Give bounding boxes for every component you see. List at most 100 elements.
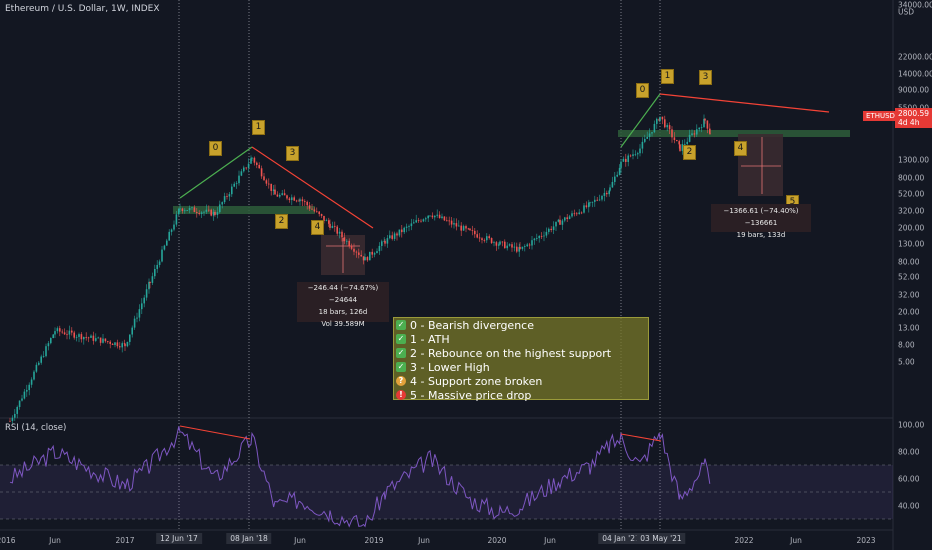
candle-body bbox=[668, 125, 671, 130]
price-tick: 130.00 bbox=[898, 239, 925, 249]
time-tick: Jun bbox=[294, 536, 306, 545]
check-icon: ✓ bbox=[396, 362, 406, 372]
candle-body bbox=[490, 238, 493, 244]
candle-body bbox=[704, 118, 706, 121]
candle-body bbox=[531, 240, 533, 246]
check-icon: ✓ bbox=[396, 320, 406, 330]
candle-body bbox=[148, 281, 150, 290]
candle-body bbox=[639, 148, 641, 154]
measure-info-2021: −1366.61 (−74.40%) −136661 19 bars, 133d bbox=[711, 204, 811, 239]
candle-body bbox=[608, 190, 610, 195]
candle-body bbox=[175, 214, 178, 225]
candle-body bbox=[138, 309, 141, 318]
candle-body bbox=[455, 223, 458, 227]
tag-3-2021: 3 bbox=[699, 70, 712, 85]
time-tick: Jun bbox=[418, 536, 430, 545]
price-tick: 13.00 bbox=[898, 323, 920, 333]
time-tick: 2022 bbox=[734, 536, 754, 545]
candle-body bbox=[521, 246, 524, 249]
candle-body bbox=[427, 215, 429, 219]
candle-body bbox=[393, 233, 396, 239]
candle-body bbox=[251, 157, 253, 159]
candle-body bbox=[281, 193, 283, 195]
price-tick: 200.00 bbox=[898, 223, 925, 233]
candle-body bbox=[483, 240, 486, 241]
candle-body bbox=[438, 214, 441, 219]
candle-body bbox=[75, 336, 78, 338]
candle-body bbox=[283, 193, 286, 196]
price-tick: 520.00 bbox=[898, 189, 925, 199]
measure-volume: Vol 39.589M bbox=[321, 320, 365, 328]
tag-1-2021: 1 bbox=[661, 69, 674, 84]
candle-body bbox=[256, 162, 258, 165]
exclamation-icon: ! bbox=[396, 390, 406, 400]
price-tick: 320.00 bbox=[898, 206, 925, 216]
candle-body bbox=[486, 236, 488, 241]
candle-body bbox=[274, 189, 276, 195]
candle-body bbox=[620, 161, 622, 168]
candle-body bbox=[141, 303, 143, 310]
candle-body bbox=[641, 141, 644, 149]
candle-body bbox=[123, 343, 126, 345]
candle-body bbox=[304, 201, 306, 202]
candle-body bbox=[467, 228, 470, 230]
candle-body bbox=[188, 207, 191, 211]
legend-item: ? 4 - Support zone broken bbox=[394, 375, 648, 388]
candle-body bbox=[253, 157, 256, 163]
candle-body bbox=[116, 342, 119, 347]
candle-body bbox=[538, 236, 540, 239]
candle-body bbox=[598, 199, 601, 201]
rsi-divergence-2021 bbox=[620, 433, 662, 442]
candle-body bbox=[691, 133, 693, 135]
time-tick: 2016 bbox=[0, 536, 16, 545]
price-tick: 14000.00 bbox=[898, 69, 932, 79]
candle-body bbox=[196, 212, 198, 214]
candle-body bbox=[306, 201, 308, 206]
candle-body bbox=[513, 246, 516, 248]
legend-text: 2 - Rebounce on the highest support bbox=[410, 347, 612, 360]
candle-body bbox=[460, 225, 462, 231]
candle-body bbox=[524, 246, 526, 247]
candle-body bbox=[11, 417, 14, 421]
candle-body bbox=[656, 118, 658, 124]
candle-body bbox=[35, 364, 38, 372]
candle-body bbox=[42, 356, 45, 357]
candle-body bbox=[627, 155, 629, 162]
candle-body bbox=[226, 196, 228, 197]
candle-body bbox=[476, 234, 478, 238]
candle-body bbox=[594, 199, 596, 202]
candle-body bbox=[168, 231, 170, 241]
candle-body bbox=[450, 220, 453, 225]
candle-body bbox=[511, 244, 513, 248]
candle-body bbox=[606, 192, 608, 195]
chart-title: Ethereum / U.S. Dollar, 1W, INDEX bbox=[5, 4, 160, 14]
price-tick: 22000.00 bbox=[898, 52, 932, 62]
check-icon: ✓ bbox=[396, 334, 406, 344]
candle-body bbox=[68, 330, 71, 335]
candle-body bbox=[603, 192, 606, 196]
candle-body bbox=[293, 197, 295, 201]
candle-body bbox=[92, 335, 95, 341]
candle-body bbox=[519, 247, 521, 249]
candle-body bbox=[85, 337, 87, 338]
candle-body bbox=[30, 379, 33, 385]
candle-body bbox=[561, 220, 564, 225]
time-marker-label: 04 Jan '21 bbox=[598, 533, 644, 544]
candle-body bbox=[618, 167, 621, 175]
legend-text: 3 - Lower High bbox=[410, 361, 490, 374]
candle-body bbox=[329, 223, 331, 228]
candle-body bbox=[161, 249, 163, 262]
candle-body bbox=[52, 334, 54, 339]
candle-body bbox=[247, 163, 250, 168]
candle-body bbox=[231, 186, 233, 195]
candle-body bbox=[212, 211, 215, 216]
candle-body bbox=[596, 199, 598, 201]
price-tick: 34000.00 bbox=[898, 0, 932, 10]
candle-body bbox=[288, 198, 291, 201]
rsi-tick: 40.00 bbox=[898, 501, 920, 511]
candle-body bbox=[331, 225, 334, 228]
candle-body bbox=[316, 211, 318, 213]
support-zone-2021 bbox=[618, 130, 850, 137]
candle-body bbox=[350, 246, 353, 249]
